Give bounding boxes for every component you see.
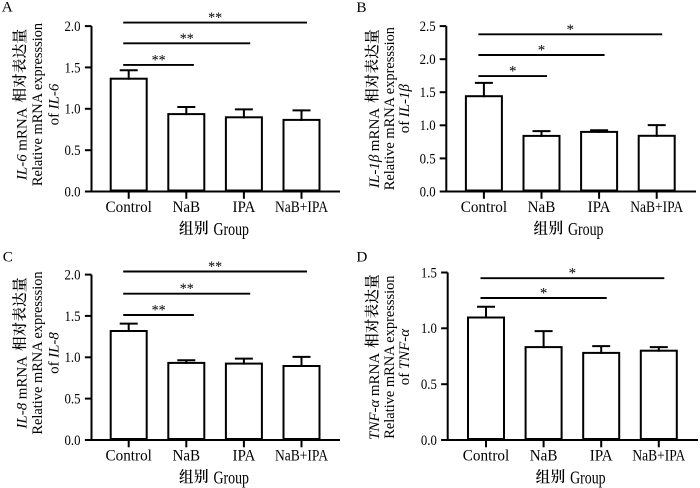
svg-text:1.5: 1.5 — [65, 60, 81, 76]
svg-text:C: C — [3, 249, 13, 266]
svg-text:mRNA: mRNA — [367, 353, 383, 396]
svg-text:1.5: 1.5 — [420, 85, 436, 101]
svg-text:0.5: 0.5 — [421, 377, 437, 393]
svg-text:1.0: 1.0 — [420, 118, 436, 134]
svg-text:D: D — [356, 249, 367, 266]
svg-text:1.5: 1.5 — [65, 309, 81, 325]
svg-text:0.0: 0.0 — [421, 433, 437, 449]
svg-text:0.0: 0.0 — [420, 184, 436, 200]
svg-text:0.0: 0.0 — [65, 433, 81, 449]
svg-text:1.0: 1.0 — [65, 102, 81, 118]
svg-text:0.0: 0.0 — [65, 184, 81, 200]
svg-text:**: ** — [152, 52, 166, 68]
svg-text:Control: Control — [106, 197, 153, 216]
svg-text:TNF-α: TNF-α — [367, 398, 383, 440]
svg-text:IPA: IPA — [232, 446, 255, 465]
svg-text:TNF-α: TNF-α — [397, 328, 413, 370]
svg-text:**: ** — [208, 10, 222, 26]
svg-text:Group: Group — [214, 468, 250, 488]
svg-text:IL-6: IL-6 — [15, 154, 31, 181]
svg-text:of: of — [46, 361, 62, 374]
svg-text:**: ** — [180, 31, 194, 47]
svg-text:IPA: IPA — [232, 197, 255, 216]
svg-text:Group: Group — [214, 219, 250, 239]
svg-text:NaB: NaB — [172, 446, 200, 465]
svg-text:*: * — [538, 43, 546, 59]
svg-text:of: of — [46, 113, 62, 126]
svg-text:2.5: 2.5 — [420, 19, 436, 35]
svg-text:B: B — [356, 0, 366, 16]
svg-text:of: of — [397, 373, 413, 386]
svg-text:of: of — [397, 121, 413, 134]
svg-text:2.0: 2.0 — [420, 52, 436, 68]
svg-text:Group: Group — [568, 219, 604, 239]
svg-text:Relative mRNA expresssion: Relative mRNA expresssion — [30, 271, 46, 435]
svg-text:NaB: NaB — [528, 197, 556, 216]
svg-text:NaB: NaB — [172, 197, 200, 216]
svg-text:*: * — [569, 266, 577, 282]
svg-text:A: A — [2, 0, 13, 16]
svg-text:mRNA: mRNA — [15, 107, 31, 150]
svg-text:**: ** — [180, 281, 194, 297]
svg-text:Control: Control — [106, 446, 153, 465]
svg-text:Relative mRNA expresssion: Relative mRNA expresssion — [30, 22, 46, 186]
svg-text:NaB+IPA: NaB+IPA — [632, 446, 685, 465]
svg-text:mRNA: mRNA — [15, 356, 31, 399]
svg-text:NaB+IPA: NaB+IPA — [275, 197, 328, 216]
svg-text:**: ** — [208, 259, 222, 275]
svg-text:IPA: IPA — [588, 197, 611, 216]
svg-text:2.0: 2.0 — [65, 19, 81, 35]
svg-text:mRNA: mRNA — [367, 108, 383, 151]
svg-text:*: * — [540, 286, 548, 302]
svg-text:**: ** — [152, 303, 166, 319]
svg-text:IPA: IPA — [590, 446, 613, 465]
svg-text:1.5: 1.5 — [421, 265, 437, 281]
svg-text:Group: Group — [570, 468, 606, 488]
svg-text:Control: Control — [463, 446, 510, 465]
svg-text:0.5: 0.5 — [420, 151, 436, 167]
svg-text:Relative mRNA expresssion: Relative mRNA expresssion — [382, 275, 398, 439]
svg-text:IL-8: IL-8 — [15, 402, 31, 429]
svg-text:*: * — [509, 64, 517, 80]
svg-text:Control: Control — [461, 197, 508, 216]
svg-text:IL-1β: IL-1β — [397, 83, 413, 118]
svg-text:*: * — [567, 22, 575, 38]
svg-text:0.5: 0.5 — [65, 143, 81, 159]
svg-text:NaB: NaB — [530, 446, 558, 465]
svg-text:Relative mRNA expresssion: Relative mRNA expresssion — [382, 27, 398, 191]
svg-text:IL-8: IL-8 — [46, 332, 62, 359]
svg-text:IL-1β: IL-1β — [367, 154, 383, 189]
svg-text:1.0: 1.0 — [421, 321, 437, 337]
svg-text:2.0: 2.0 — [65, 268, 81, 284]
svg-text:NaB+IPA: NaB+IPA — [275, 446, 328, 465]
svg-text:IL-6: IL-6 — [46, 83, 62, 110]
svg-text:1.0: 1.0 — [65, 350, 81, 366]
svg-text:0.5: 0.5 — [65, 392, 81, 408]
svg-text:NaB+IPA: NaB+IPA — [630, 197, 683, 216]
